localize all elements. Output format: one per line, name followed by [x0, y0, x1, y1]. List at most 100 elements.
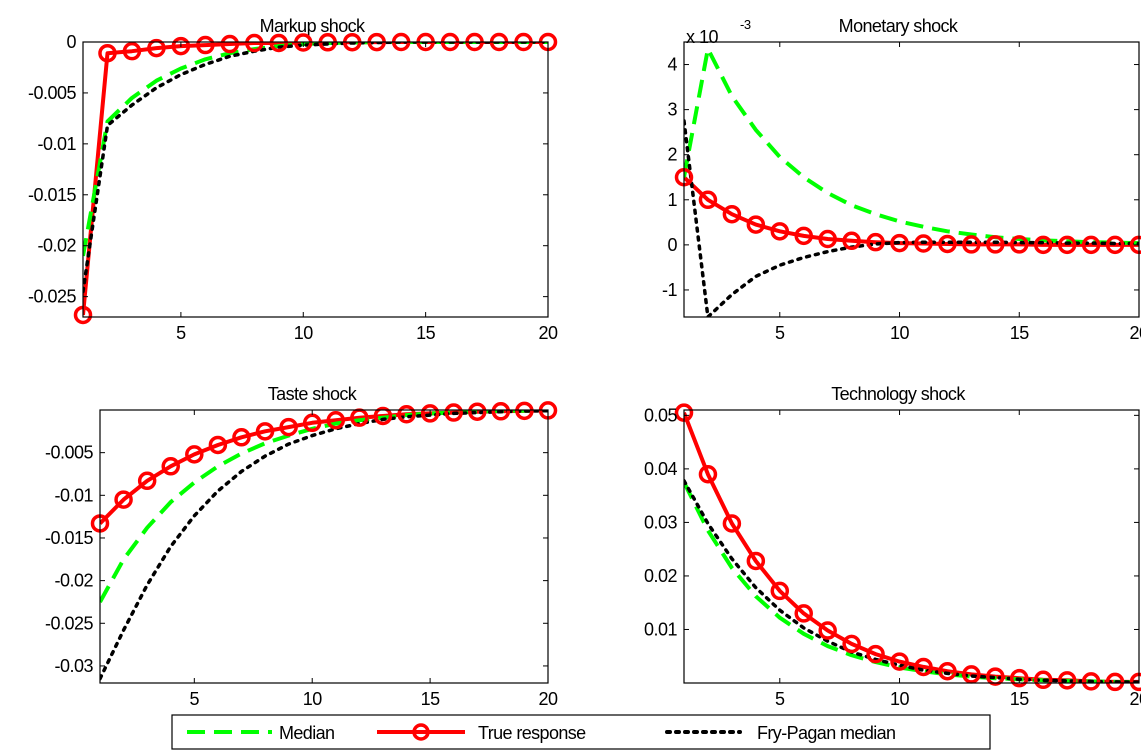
- marker-true-response-markup: [196, 35, 215, 55]
- marker-true-response-monetary: [914, 234, 933, 253]
- marker-true-response-technology: [962, 665, 981, 684]
- marker-true-response-monetary: [866, 232, 885, 252]
- marker-true-response-technology: [1033, 670, 1053, 690]
- title-taste-shock: Taste shock: [268, 384, 358, 404]
- marker-true-response-monetary: [962, 235, 981, 254]
- marker-true-response-technology: [914, 657, 933, 677]
- x-tick-label-taste: 5: [190, 689, 200, 709]
- marker-true-response-monetary: [1010, 235, 1029, 254]
- marker-true-response-taste: [185, 445, 204, 464]
- y-tick-label-taste: -0.015: [45, 528, 94, 548]
- y-tick-label-technology: 0.03: [644, 512, 678, 532]
- y-tick-label-taste: -0.02: [54, 571, 93, 591]
- marker-true-response-monetary: [1033, 235, 1053, 255]
- x-tick-label-technology: 20: [1129, 689, 1141, 709]
- marker-true-response-taste: [279, 417, 298, 437]
- legend-label-true-response: True response: [478, 723, 586, 743]
- marker-true-response-markup: [98, 43, 117, 63]
- marker-true-response-taste: [491, 402, 511, 421]
- y-tick-label-monetary: 0: [667, 235, 677, 255]
- x-tick-label-markup: 20: [538, 323, 558, 343]
- panel-monetary-shock: Monetary shock x 10 -3 510152043210-1: [662, 16, 1141, 343]
- marker-true-response-taste: [326, 410, 346, 430]
- series-line-median-monetary: [684, 46, 1139, 246]
- y-tick-label-markup: -0.01: [37, 134, 76, 154]
- marker-true-response-markup: [171, 36, 191, 56]
- marker-true-response-technology: [722, 514, 742, 533]
- y-tick-label-technology: 0.01: [644, 619, 678, 639]
- marker-true-response-technology: [890, 652, 909, 671]
- marker-true-response-technology: [842, 634, 861, 654]
- title-markup-shock: Markup shock: [260, 16, 366, 36]
- marker-true-response-monetary: [722, 204, 742, 224]
- marker-true-response-taste: [255, 422, 275, 441]
- marker-true-response-technology: [1081, 672, 1101, 691]
- scale-label: x 10: [686, 27, 719, 47]
- x-tick-label-monetary: 10: [890, 323, 910, 343]
- y-tick-label-technology: 0.04: [644, 459, 678, 479]
- x-tick-label-markup: 10: [294, 323, 314, 343]
- marker-true-response-taste: [373, 406, 393, 426]
- marker-true-response-monetary: [1057, 235, 1077, 255]
- marker-true-response-taste: [468, 402, 487, 421]
- marker-true-response-taste: [161, 457, 180, 476]
- legend-box: [171, 714, 991, 750]
- axes-frame-technology: [683, 409, 1140, 684]
- y-tick-label-technology: 0.05: [644, 405, 678, 425]
- y-tick-label-taste: -0.025: [45, 613, 94, 633]
- y-tick-label-taste: -0.01: [54, 485, 93, 505]
- marker-true-response-taste: [420, 404, 440, 423]
- marker-true-response-monetary: [770, 222, 790, 241]
- y-tick-label-monetary: 2: [667, 145, 677, 165]
- y-tick-label-monetary: 4: [667, 55, 677, 75]
- y-tick-label-monetary: 3: [667, 100, 677, 120]
- series-line-fry-pagan-technology: [684, 478, 1139, 683]
- legend: Median True response Fry-Pagan median: [171, 714, 991, 750]
- marker-true-response-taste: [114, 490, 133, 509]
- marker-true-response-technology: [770, 581, 790, 601]
- marker-true-response-taste: [302, 413, 322, 433]
- x-tick-label-monetary: 5: [775, 323, 785, 343]
- marker-true-response-monetary: [938, 234, 957, 254]
- legend-swatch-true-response-marker: [412, 723, 430, 741]
- marker-true-response-monetary: [818, 229, 837, 249]
- series-group-monetary: [684, 46, 1139, 317]
- marker-true-response-monetary: [1081, 235, 1101, 255]
- axes-frame-markup: [82, 41, 549, 318]
- x-tick-label-taste: 10: [303, 689, 323, 709]
- marker-true-response-technology: [866, 644, 885, 664]
- marker-true-response-taste: [232, 428, 251, 447]
- marker-true-response-taste: [208, 435, 228, 455]
- marker-true-response-taste: [515, 401, 534, 421]
- x-tick-label-taste: 15: [421, 689, 441, 709]
- axes-frame-monetary: [683, 41, 1140, 318]
- marker-true-response-markup: [147, 38, 166, 58]
- marker-true-response-markup: [269, 33, 289, 53]
- marker-true-response-technology: [938, 661, 957, 681]
- y-tick-label-markup: -0.005: [28, 83, 77, 103]
- marker-true-response-monetary: [986, 235, 1005, 254]
- marker-true-response-technology: [746, 551, 766, 571]
- marker-true-response-technology: [818, 621, 837, 640]
- marker-true-response-taste: [444, 403, 463, 422]
- series-line-true-response-monetary: [684, 175, 1139, 247]
- x-tick-label-technology: 5: [775, 689, 785, 709]
- panel-technology-shock: Technology shock 5 10 15 20 0.05 0.04 0.03 0.02…: [644, 384, 1141, 709]
- marker-true-response-taste: [397, 405, 416, 424]
- panel-taste-shock: Taste shock 5 10 15 20 -0.005 -0.01 -0.015 -0.0…: [45, 384, 559, 709]
- y-tick-label-markup: -0.025: [28, 287, 77, 307]
- y-tick-label-markup: 0: [66, 32, 76, 52]
- x-tick-label-taste: 20: [538, 689, 558, 709]
- y-tick-label-taste: -0.005: [45, 443, 94, 463]
- legend-label-median: Median: [279, 723, 334, 743]
- y-tick-label-markup: -0.02: [37, 236, 76, 256]
- marker-true-response-technology: [986, 667, 1005, 686]
- y-tick-label-technology: 0.02: [644, 566, 678, 586]
- marker-true-response-monetary: [842, 231, 861, 251]
- title-monetary-shock: Monetary shock: [839, 16, 959, 36]
- marker-true-response-monetary: [746, 215, 766, 234]
- x-tick-label-markup: 5: [176, 323, 186, 343]
- marker-true-response-markup: [245, 33, 264, 53]
- x-tick-label-technology: 10: [890, 689, 910, 709]
